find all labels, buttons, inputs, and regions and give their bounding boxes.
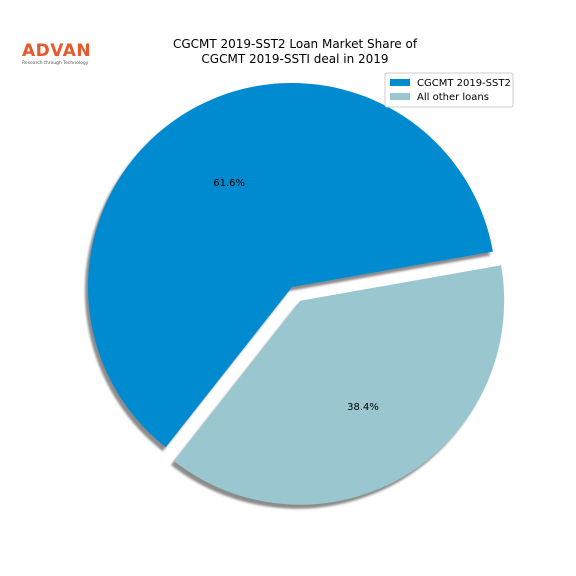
logo-tagline: Research through Technology [22, 61, 89, 66]
slice-percent-label-2: 38.4% [347, 402, 379, 413]
legend-swatch-2 [390, 93, 410, 100]
advan-logo: ADVAN Research through Technology [22, 42, 94, 67]
chart-title-line-1: CGCMT 2019-SST2 Loan Market Share of [173, 37, 418, 51]
legend-label-2: All other loans [417, 92, 489, 103]
pie-slices [88, 82, 505, 505]
legend-frame [384, 72, 514, 108]
legend-label-1: CGCMT 2019-SST2 [417, 78, 511, 89]
slice-percent-label-1: 61.6% [213, 178, 245, 189]
pie-slice-1 [88, 82, 493, 448]
pie-labels: 61.6% 38.4% [213, 178, 379, 413]
chart-legend: CGCMT 2019-SST2 All other loans [384, 72, 514, 108]
chart-title: CGCMT 2019-SST2 Loan Market Share ofCGCM… [173, 37, 418, 66]
logo-wordmark: ADVAN [22, 41, 92, 61]
chart-title-line-2: CGCMT 2019-SSTI deal in 2019 [201, 52, 388, 66]
pie-slice-2 [173, 265, 505, 505]
legend-swatch-1 [390, 79, 410, 86]
